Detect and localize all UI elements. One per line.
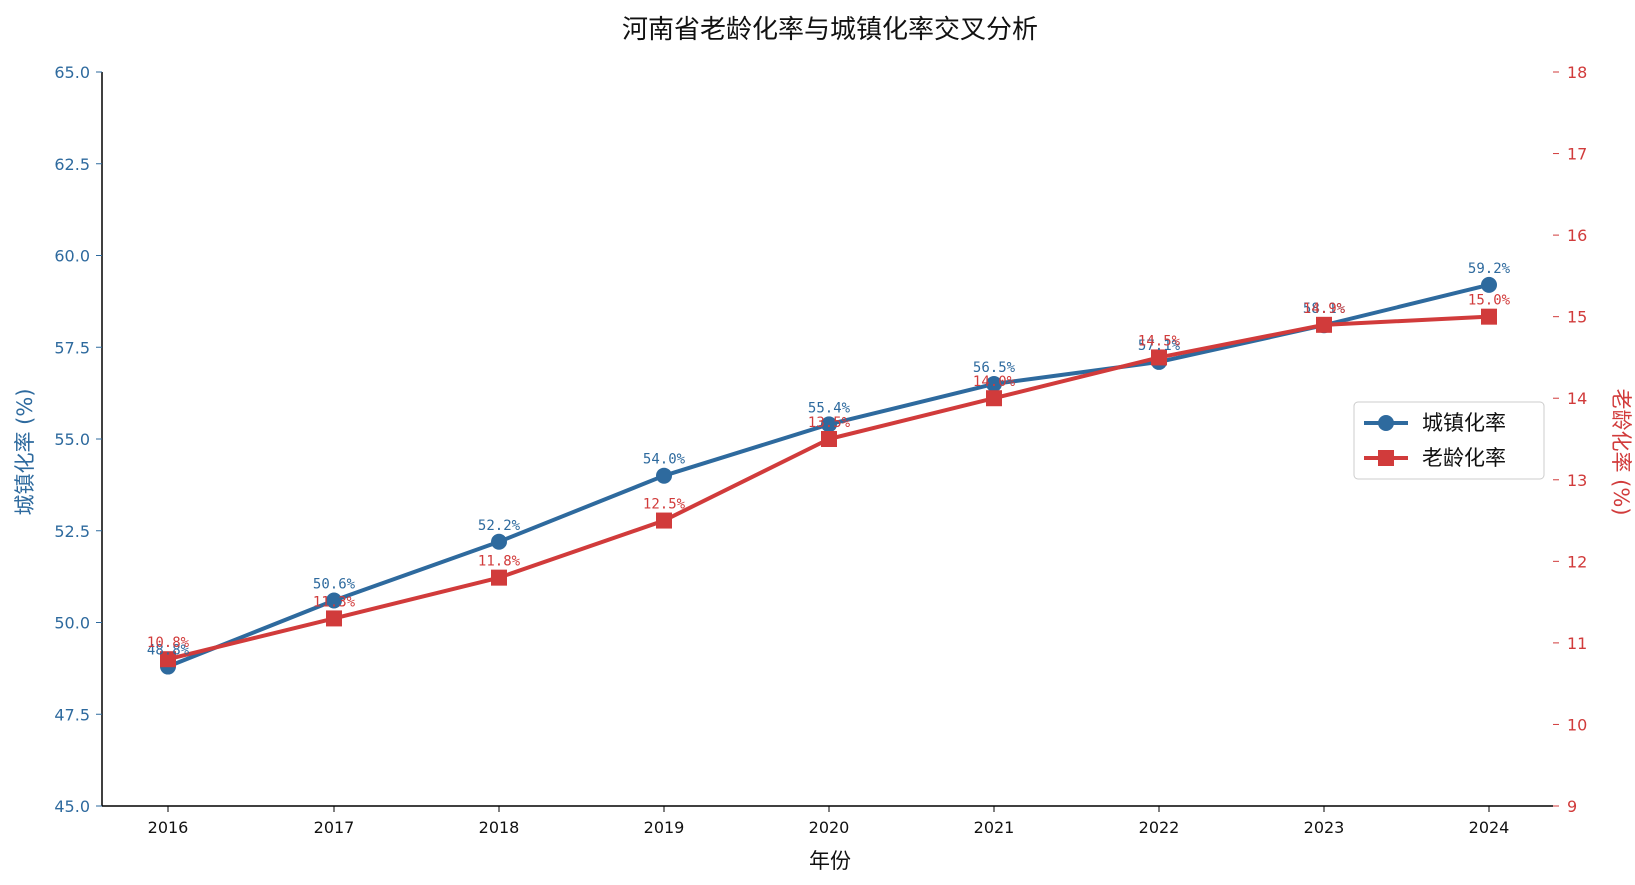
- left-y-tick-label: 62.5: [54, 155, 90, 174]
- x-tick-label: 2024: [1469, 818, 1510, 837]
- left-y-tick-label: 55.0: [54, 430, 90, 449]
- right-y-tick-label: 13: [1567, 471, 1587, 490]
- x-tick-label: 2023: [1304, 818, 1345, 837]
- left-y-tick-label: 50.0: [54, 614, 90, 633]
- data-label: 50.6%: [313, 576, 356, 592]
- x-tick-label: 2019: [644, 818, 685, 837]
- legend-marker: [1378, 415, 1394, 431]
- data-label: 14.5%: [1138, 333, 1181, 349]
- x-tick-label: 2017: [314, 818, 355, 837]
- data-point: [160, 651, 176, 668]
- data-point: [986, 375, 1002, 392]
- legend-marker: [1378, 450, 1394, 466]
- data-point: [491, 569, 507, 586]
- data-label: 59.2%: [1468, 261, 1511, 277]
- data-point: [1481, 276, 1497, 293]
- data-labels: 48.8% 50.6% 52.2% 54.0% 55.4% 56.5% 57.1% 58.1%…: [147, 261, 1511, 659]
- right-y-tick-label: 18: [1567, 63, 1587, 82]
- left-y-tick-label: 52.5: [54, 522, 90, 541]
- right-y-tick-label: 17: [1567, 145, 1587, 164]
- right-y-tick-label: 9: [1567, 797, 1577, 816]
- x-tick-label: 2018: [479, 818, 520, 837]
- series-line-aging: [167, 314, 1490, 662]
- left-y-tick-label: 57.5: [54, 338, 90, 357]
- x-tick-label: 2020: [809, 818, 850, 837]
- axes: 2016 2017 2018 2019 2020 2021 2022 2023 2024 45.0…: [54, 63, 1587, 837]
- right-y-tick-label: 10: [1567, 715, 1587, 734]
- right-y-tick-label: 15: [1567, 308, 1587, 327]
- data-label: 13.5%: [808, 415, 851, 431]
- data-point: [1151, 349, 1167, 366]
- data-point: [821, 416, 837, 433]
- data-point: [821, 431, 837, 447]
- left-y-tick-label: 47.5: [54, 705, 90, 724]
- data-label: 55.4%: [808, 400, 851, 416]
- data-label: 52.2%: [478, 518, 521, 534]
- data-point: [491, 533, 507, 550]
- data-label: 11.3%: [313, 594, 356, 610]
- left-y-tick-label: 45.0: [54, 797, 90, 816]
- data-label: 56.5%: [973, 360, 1016, 376]
- data-label: 14.0%: [973, 374, 1016, 390]
- data-label: 58.1%: [1303, 301, 1346, 317]
- x-tick-label: 2021: [974, 818, 1015, 837]
- data-point: [326, 610, 342, 627]
- data-label: 15.0%: [1468, 293, 1511, 309]
- right-y-tick-label: 12: [1567, 552, 1587, 571]
- right-y-tick-label: 14: [1567, 389, 1587, 408]
- left-y-tick-label: 60.0: [54, 247, 90, 266]
- data-label: 54.0%: [643, 452, 686, 468]
- data-point: [1316, 316, 1332, 333]
- left-y-tick-label: 65.0: [54, 63, 90, 82]
- data-label: 11.8%: [478, 554, 521, 570]
- x-tick-label: 2016: [148, 818, 189, 837]
- right-y-tick-label: 11: [1567, 634, 1587, 653]
- x-tick-label: 2022: [1139, 818, 1180, 837]
- data-label: 48.8%: [147, 643, 190, 659]
- chart-title: 河南省老龄化率与城镇化率交叉分析: [622, 15, 1038, 45]
- x-axis-label: 年份: [809, 849, 851, 873]
- data-point: [656, 467, 672, 484]
- right-y-axis-label: 老龄化率 (%): [1609, 388, 1633, 515]
- data-label: 10.8%: [147, 635, 190, 651]
- data-point: [1481, 308, 1497, 325]
- series: [160, 276, 1497, 675]
- right-y-tick-label: 16: [1567, 226, 1587, 245]
- legend-label: 城镇化率: [1422, 411, 1506, 435]
- data-point: [656, 512, 672, 529]
- data-label: 57.1%: [1138, 338, 1181, 354]
- data-label: 12.5%: [643, 497, 686, 513]
- left-y-axis-label: 城镇化率 (%): [13, 388, 37, 515]
- data-point: [986, 390, 1002, 407]
- data-point: [326, 592, 342, 609]
- data-label: 14.9%: [1303, 301, 1346, 317]
- legend-label: 老龄化率: [1422, 446, 1506, 470]
